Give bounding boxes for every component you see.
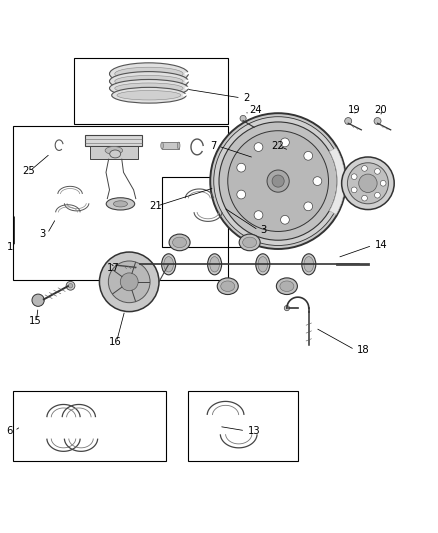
Bar — [162, 177, 250, 247]
Circle shape — [362, 166, 367, 171]
Circle shape — [345, 118, 352, 125]
Text: 7: 7 — [210, 141, 217, 151]
Circle shape — [313, 177, 322, 185]
Ellipse shape — [210, 257, 219, 272]
Circle shape — [108, 261, 150, 303]
Text: 1: 1 — [7, 242, 13, 252]
Bar — [74, 59, 228, 124]
Ellipse shape — [161, 142, 163, 149]
Ellipse shape — [164, 257, 173, 272]
Circle shape — [228, 131, 328, 231]
Text: 22: 22 — [272, 141, 284, 151]
Ellipse shape — [110, 150, 120, 158]
Ellipse shape — [115, 76, 183, 87]
Text: 18: 18 — [357, 345, 370, 355]
Ellipse shape — [169, 234, 190, 251]
Ellipse shape — [162, 254, 176, 275]
Circle shape — [347, 163, 389, 204]
Text: 3: 3 — [261, 225, 267, 235]
Circle shape — [342, 157, 394, 209]
Circle shape — [32, 294, 44, 306]
Circle shape — [210, 113, 346, 249]
Bar — [13, 391, 166, 462]
Circle shape — [272, 175, 284, 187]
Ellipse shape — [110, 71, 188, 91]
Circle shape — [214, 117, 343, 246]
Ellipse shape — [177, 142, 180, 149]
Circle shape — [110, 260, 122, 271]
Bar — [13, 126, 228, 280]
Text: 25: 25 — [22, 166, 35, 176]
Circle shape — [66, 281, 75, 290]
Text: 6: 6 — [7, 426, 13, 436]
Circle shape — [237, 163, 246, 172]
Text: 16: 16 — [109, 337, 121, 347]
Ellipse shape — [113, 201, 127, 207]
Circle shape — [304, 202, 313, 211]
Circle shape — [240, 115, 246, 122]
Ellipse shape — [276, 278, 297, 295]
Circle shape — [374, 168, 380, 174]
Circle shape — [68, 284, 73, 288]
Text: 13: 13 — [247, 426, 260, 436]
Ellipse shape — [117, 91, 181, 100]
Ellipse shape — [302, 254, 316, 275]
Circle shape — [304, 151, 313, 160]
Ellipse shape — [258, 257, 268, 272]
Text: 20: 20 — [374, 104, 387, 115]
Circle shape — [120, 273, 138, 291]
Ellipse shape — [115, 67, 183, 80]
Bar — [188, 391, 298, 462]
Circle shape — [219, 122, 337, 240]
Ellipse shape — [115, 83, 183, 93]
Ellipse shape — [105, 147, 123, 155]
Circle shape — [284, 305, 290, 311]
Text: 17: 17 — [107, 263, 120, 273]
Circle shape — [374, 118, 381, 125]
Text: 2: 2 — [243, 93, 250, 103]
Text: 24: 24 — [249, 104, 261, 115]
Ellipse shape — [304, 257, 314, 272]
Ellipse shape — [221, 281, 235, 292]
Circle shape — [254, 211, 263, 220]
Circle shape — [237, 190, 246, 199]
Ellipse shape — [110, 79, 188, 97]
Circle shape — [281, 215, 290, 224]
Circle shape — [380, 181, 386, 186]
Circle shape — [254, 143, 263, 151]
Circle shape — [267, 170, 289, 192]
Circle shape — [351, 174, 357, 180]
Text: 3: 3 — [39, 229, 46, 239]
Ellipse shape — [217, 278, 238, 295]
Bar — [162, 142, 179, 149]
Circle shape — [281, 138, 290, 147]
Ellipse shape — [110, 63, 188, 85]
Text: 15: 15 — [28, 316, 41, 326]
Circle shape — [351, 187, 357, 193]
Ellipse shape — [239, 234, 260, 251]
Ellipse shape — [280, 281, 294, 292]
Text: 19: 19 — [348, 104, 361, 115]
Ellipse shape — [112, 87, 186, 103]
Circle shape — [362, 195, 367, 201]
Ellipse shape — [173, 237, 187, 248]
Bar — [85, 135, 142, 146]
Ellipse shape — [106, 198, 135, 210]
Circle shape — [359, 174, 377, 192]
Wedge shape — [329, 148, 345, 215]
Text: 21: 21 — [149, 201, 162, 211]
Ellipse shape — [243, 237, 257, 248]
Circle shape — [374, 192, 380, 198]
Circle shape — [99, 252, 159, 312]
Bar — [90, 146, 138, 159]
Ellipse shape — [208, 254, 222, 275]
Text: 14: 14 — [374, 240, 387, 251]
Ellipse shape — [256, 254, 270, 275]
